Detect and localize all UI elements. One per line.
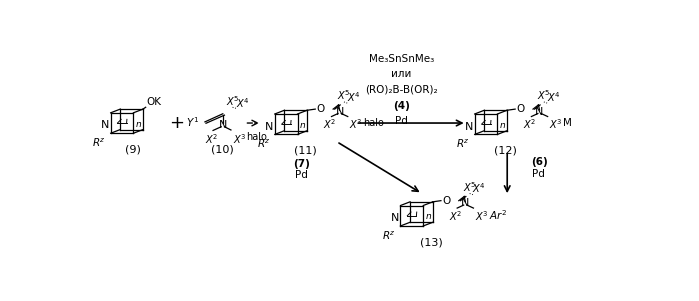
Text: n: n xyxy=(300,121,306,130)
Text: halo: halo xyxy=(363,118,384,129)
Text: (4): (4) xyxy=(393,101,410,111)
Text: $X^4$: $X^4$ xyxy=(547,90,561,104)
Text: $Ar^2$: $Ar^2$ xyxy=(489,209,507,222)
Text: (13): (13) xyxy=(420,237,442,247)
Text: $X^3$: $X^3$ xyxy=(233,132,246,146)
Text: Pd: Pd xyxy=(532,169,545,179)
Text: (9): (9) xyxy=(126,145,141,155)
Text: halo: halo xyxy=(246,132,267,142)
Text: $X^3$: $X^3$ xyxy=(475,209,489,223)
Text: N: N xyxy=(219,120,227,130)
Text: $Y^1$: $Y^1$ xyxy=(187,115,199,129)
Text: (10): (10) xyxy=(211,145,234,155)
Text: OK: OK xyxy=(147,97,161,107)
Text: N: N xyxy=(101,120,109,130)
Text: (11): (11) xyxy=(294,146,317,156)
Text: $R^z$: $R^z$ xyxy=(257,138,271,150)
Text: (12): (12) xyxy=(494,146,517,156)
Text: (RO)₂B-B(OR)₂: (RO)₂B-B(OR)₂ xyxy=(366,84,438,95)
Text: $X^4$: $X^4$ xyxy=(236,96,250,110)
Text: O: O xyxy=(317,104,325,114)
Text: $X^2$: $X^2$ xyxy=(523,118,536,132)
Text: N: N xyxy=(465,122,473,132)
Text: N: N xyxy=(535,107,544,117)
Text: $R^z$: $R^z$ xyxy=(456,138,470,150)
Text: или: или xyxy=(391,69,412,79)
Text: $X^3$: $X^3$ xyxy=(350,118,363,132)
Text: $X^3$: $X^3$ xyxy=(549,118,563,132)
Text: M: M xyxy=(563,118,572,129)
Text: n: n xyxy=(426,213,431,222)
Text: Me₃SnSnMe₃: Me₃SnSnMe₃ xyxy=(369,54,434,64)
Text: $R^z$: $R^z$ xyxy=(92,137,106,149)
Text: O: O xyxy=(442,196,451,206)
Text: +: + xyxy=(169,114,185,132)
Text: $X^2$: $X^2$ xyxy=(449,209,462,223)
Text: $X^4$: $X^4$ xyxy=(473,182,487,195)
Text: $X^2$: $X^2$ xyxy=(323,118,337,132)
Text: Pd: Pd xyxy=(295,170,308,180)
Text: $X^5$: $X^5$ xyxy=(538,88,551,102)
Text: (6): (6) xyxy=(532,157,548,167)
Text: N: N xyxy=(461,198,470,209)
Text: n: n xyxy=(500,121,506,130)
Text: $X^2$: $X^2$ xyxy=(206,132,219,146)
Text: $X^5$: $X^5$ xyxy=(338,88,351,102)
Text: n: n xyxy=(136,120,142,129)
Text: $X^5$: $X^5$ xyxy=(463,180,477,194)
Text: Pd: Pd xyxy=(395,116,408,126)
Text: N: N xyxy=(265,122,273,132)
Text: N: N xyxy=(336,107,344,117)
Text: $R^z$: $R^z$ xyxy=(382,229,396,242)
Text: $X^5$: $X^5$ xyxy=(226,94,239,108)
Text: N: N xyxy=(391,213,399,223)
Text: (7): (7) xyxy=(293,159,310,169)
Text: O: O xyxy=(517,104,525,114)
Text: $X^4$: $X^4$ xyxy=(347,90,361,104)
